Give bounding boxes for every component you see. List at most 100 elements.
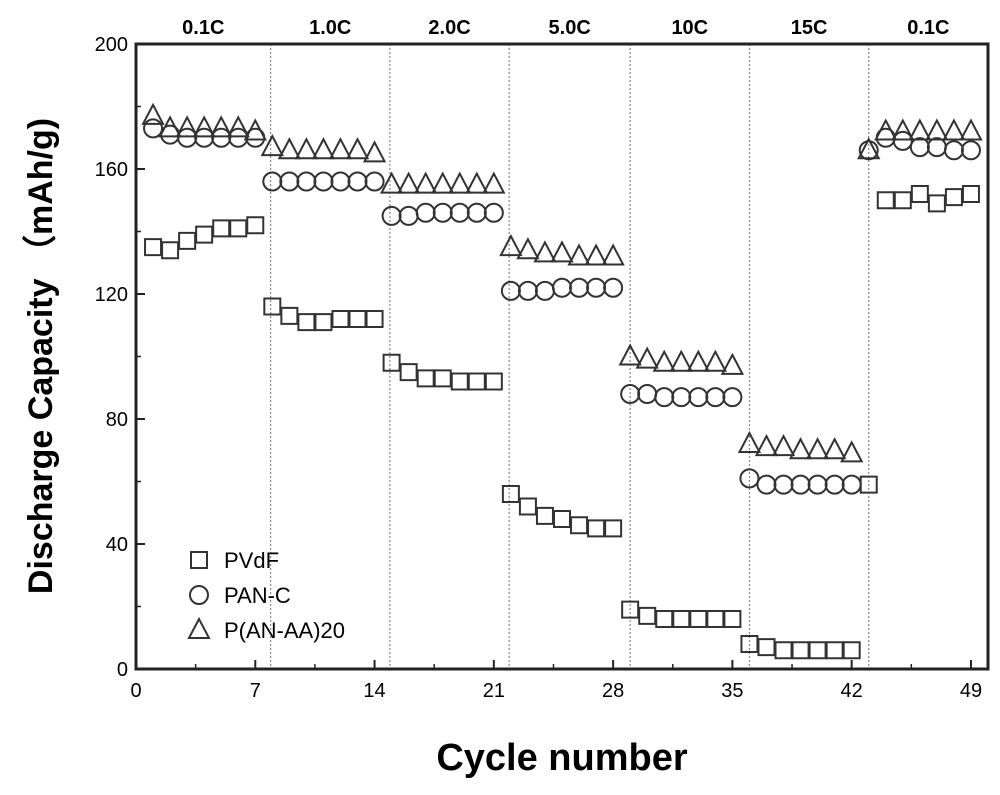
point-pvdf — [638, 606, 657, 625]
point-pvdf — [518, 497, 537, 516]
legend-marker-circle — [189, 585, 209, 605]
point-p-an-aa-20 — [243, 118, 267, 141]
legend: PVdF PAN-C P(AN-AA)20 — [187, 548, 345, 643]
point-p-an-aa-20 — [908, 118, 932, 141]
x-tick-label: 0 — [130, 680, 141, 702]
point-pan-c — [569, 277, 590, 298]
point-pvdf — [280, 306, 299, 325]
y-tick-label: 80 — [106, 409, 128, 431]
point-p-an-aa-20 — [499, 233, 523, 257]
point-pvdf — [944, 188, 963, 207]
point-p-an-aa-20 — [328, 137, 353, 160]
rate-label: 1.0C — [309, 17, 351, 39]
point-p-an-aa-20 — [550, 240, 574, 263]
x-tick-label: 28 — [602, 680, 624, 702]
point-pan-c — [449, 202, 470, 223]
rate-label: 10C — [671, 17, 708, 39]
point-pvdf — [416, 369, 435, 388]
point-pan-c — [943, 140, 964, 161]
point-p-an-aa-20 — [431, 171, 455, 194]
point-pvdf — [348, 310, 367, 328]
point-p-an-aa-20 — [703, 349, 728, 372]
point-pvdf — [587, 519, 606, 538]
point-pvdf — [212, 219, 231, 238]
point-pvdf — [399, 363, 418, 382]
point-pan-c — [807, 474, 828, 495]
point-p-an-aa-20 — [857, 137, 881, 160]
point-pan-c — [671, 387, 692, 408]
point-pvdf — [501, 485, 520, 503]
point-p-an-aa-20 — [192, 115, 216, 138]
x-tick-label: 35 — [721, 680, 743, 702]
point-pvdf — [774, 641, 793, 660]
point-pan-c — [603, 277, 624, 298]
y-tick-label: 40 — [106, 534, 128, 556]
y-tick-label: 160 — [95, 159, 128, 181]
point-pvdf — [893, 191, 912, 210]
point-pan-c — [534, 280, 555, 301]
point-pvdf — [791, 641, 810, 660]
point-p-an-aa-20 — [209, 115, 233, 138]
point-pvdf — [229, 219, 248, 238]
point-pan-c — [517, 280, 538, 301]
point-pvdf — [553, 510, 571, 528]
legend-label: PVdF — [224, 548, 279, 573]
point-pvdf — [927, 194, 946, 213]
point-pvdf — [655, 610, 674, 628]
point-pvdf — [365, 310, 384, 328]
rate-boundaries — [270, 44, 870, 669]
point-pvdf — [604, 519, 623, 538]
point-pan-c — [398, 205, 419, 226]
x-tick-label: 49 — [960, 680, 982, 702]
point-pan-c — [364, 171, 385, 192]
point-pvdf — [467, 372, 486, 391]
point-p-an-aa-20 — [840, 440, 864, 463]
point-pan-c — [773, 474, 794, 495]
point-pan-c — [279, 171, 300, 192]
point-p-an-aa-20 — [362, 140, 387, 163]
point-p-an-aa-20 — [874, 118, 898, 141]
point-p-an-aa-20 — [686, 349, 710, 372]
point-pvdf — [178, 231, 197, 250]
point-pan-c — [432, 202, 453, 223]
rate-label: 0.1C — [182, 17, 224, 39]
point-pvdf — [706, 610, 725, 628]
point-p-an-aa-20 — [822, 437, 847, 460]
data-points — [141, 102, 983, 660]
point-p-an-aa-20 — [737, 430, 762, 453]
point-p-an-aa-20 — [345, 137, 370, 160]
point-pan-c — [500, 280, 521, 301]
point-p-an-aa-20 — [805, 437, 830, 460]
point-p-an-aa-20 — [158, 115, 182, 138]
x-tick-label: 42 — [841, 680, 863, 702]
y-tick-label: 200 — [95, 34, 128, 56]
point-pvdf — [621, 600, 640, 619]
x-tick-label: 21 — [483, 680, 505, 702]
point-pan-c — [705, 387, 726, 408]
point-pvdf — [297, 313, 316, 332]
point-pan-c — [722, 387, 743, 408]
point-pvdf — [535, 506, 554, 525]
point-p-an-aa-20 — [601, 243, 625, 266]
point-p-an-aa-20 — [175, 115, 199, 138]
point-p-an-aa-20 — [396, 171, 421, 194]
point-p-an-aa-20 — [891, 118, 915, 141]
point-p-an-aa-20 — [260, 133, 284, 157]
legend-label: P(AN-AA)20 — [224, 618, 345, 643]
point-pan-c — [739, 468, 760, 489]
point-pvdf — [433, 369, 452, 388]
point-p-an-aa-20 — [482, 171, 506, 194]
point-pan-c — [313, 171, 334, 192]
point-pvdf — [689, 610, 708, 628]
point-pvdf — [740, 635, 759, 653]
point-p-an-aa-20 — [652, 349, 676, 372]
point-pan-c — [637, 384, 658, 404]
point-pvdf — [876, 191, 895, 210]
point-p-an-aa-20 — [465, 171, 489, 194]
point-p-an-aa-20 — [141, 102, 165, 125]
y-tick-label: 0 — [117, 659, 128, 681]
point-p-an-aa-20 — [942, 118, 966, 141]
point-pan-c — [688, 387, 709, 408]
y-axis-label: Discharge Capacity （mAh/g) — [21, 118, 60, 594]
rate-label: 5.0C — [549, 17, 591, 39]
